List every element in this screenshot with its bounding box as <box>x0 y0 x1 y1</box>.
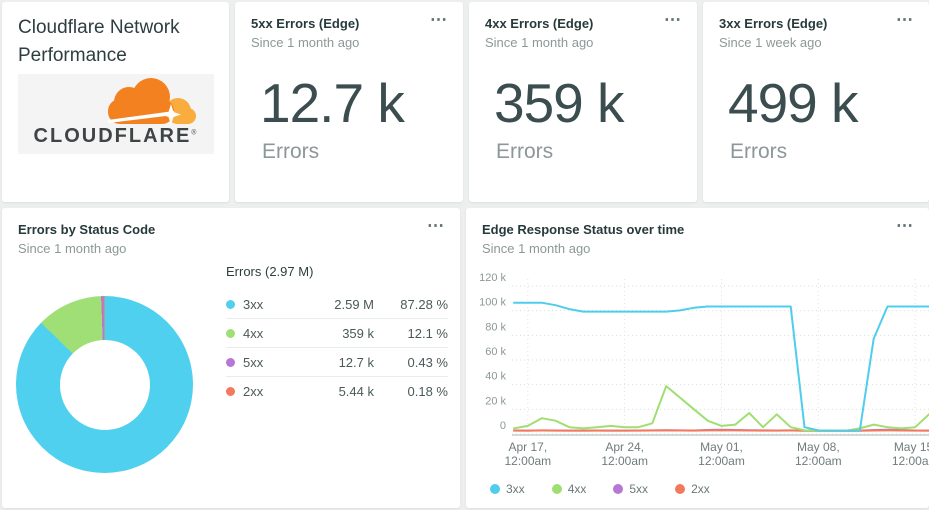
cloudflare-cloud-icon <box>108 78 196 125</box>
legend-label: 2xx <box>691 482 710 496</box>
kpi-4xx-value: 359 k <box>494 72 625 134</box>
pie-legend-table: Errors (2.97 M) 3xx 2.59 M 87.28 % 4xx 3… <box>226 264 448 405</box>
kpi-card-5xx: 5xx Errors (Edge) Since 1 month ago ⋯ 12… <box>235 2 463 202</box>
pie-row-percent: 0.43 % <box>407 354 448 370</box>
kpi-3xx-title: 3xx Errors (Edge) <box>719 16 828 31</box>
pie-row-label: 5xx <box>243 354 264 370</box>
pie-card-timerange: Since 1 month ago <box>18 241 127 256</box>
svg-text:0: 0 <box>500 420 506 432</box>
pie-row-percent: 12.1 % <box>407 325 448 341</box>
legend-label: 3xx <box>506 482 525 496</box>
kpi-card-3xx: 3xx Errors (Edge) Since 1 week ago ⋯ 499… <box>703 2 929 202</box>
svg-text:20 k: 20 k <box>485 395 506 407</box>
cloudflare-wordmark: CLOUDFLARE® <box>33 125 199 147</box>
legend-dot-4xx <box>551 484 562 494</box>
svg-text:80 k: 80 k <box>485 321 506 333</box>
svg-text:12:00am: 12:00am <box>698 454 745 468</box>
series-dot-5xx <box>226 357 235 367</box>
svg-text:Apr 17,: Apr 17, <box>508 440 547 454</box>
svg-text:May 01,: May 01, <box>700 440 743 454</box>
kpi-5xx-title: 5xx Errors (Edge) <box>251 16 360 31</box>
svg-text:12:00am: 12:00am <box>892 454 929 468</box>
pie-row-label: 4xx <box>243 325 264 341</box>
line-card-title: Edge Response Status over time <box>482 222 685 237</box>
pie-legend-row-3xx[interactable]: 3xx 2.59 M 87.28 % <box>226 290 448 319</box>
svg-text:120 k: 120 k <box>479 272 506 284</box>
pie-row-percent: 0.18 % <box>407 383 448 399</box>
pie-row-label: 3xx <box>243 296 264 312</box>
legend-dot-2xx <box>675 484 686 494</box>
kpi-5xx-unit: Errors <box>262 140 320 163</box>
series-dot-2xx <box>226 386 235 396</box>
pie-row-value: 2.59 M <box>334 296 374 312</box>
kpi-4xx-title: 4xx Errors (Edge) <box>485 16 594 31</box>
svg-text:12:00am: 12:00am <box>601 454 648 468</box>
line-card-menu-icon[interactable]: ⋯ <box>896 216 913 235</box>
legend-label: 5xx <box>629 482 649 496</box>
legend-dot-5xx <box>613 484 624 494</box>
kpi-5xx-timerange: Since 1 month ago <box>251 35 360 50</box>
kpi-3xx-menu-icon[interactable]: ⋯ <box>896 10 913 29</box>
line-card-timerange: Since 1 month ago <box>482 241 591 256</box>
pie-row-value: 5.44 k <box>338 383 374 399</box>
kpi-5xx-value: 12.7 k <box>260 72 405 134</box>
kpi-4xx-unit: Errors <box>496 140 554 163</box>
kpi-card-4xx: 4xx Errors (Edge) Since 1 month ago ⋯ 35… <box>469 2 697 202</box>
edge-response-status-card: Edge Response Status over time Since 1 m… <box>466 208 929 508</box>
kpi-3xx-timerange: Since 1 week ago <box>719 35 822 50</box>
pie-legend-row-5xx[interactable]: 5xx 12.7 k 0.43 % <box>226 348 448 377</box>
legend-item-2xx[interactable]: 2xx <box>675 482 710 496</box>
pie-legend-row-2xx[interactable]: 2xx 5.44 k 0.18 % <box>226 377 448 405</box>
pie-card-menu-icon[interactable]: ⋯ <box>427 216 444 235</box>
donut-chart[interactable] <box>16 296 193 473</box>
legend-dot-3xx <box>490 484 500 494</box>
kpi-4xx-timerange: Since 1 month ago <box>485 35 594 50</box>
pie-row-value: 12.7 k <box>338 354 374 370</box>
legend-item-4xx[interactable]: 4xx <box>551 482 587 496</box>
kpi-4xx-menu-icon[interactable]: ⋯ <box>664 10 681 29</box>
svg-text:100 k: 100 k <box>479 297 506 309</box>
svg-text:May 08,: May 08, <box>797 440 840 454</box>
svg-text:60 k: 60 k <box>485 346 506 358</box>
pie-row-value: 359 k <box>342 325 374 341</box>
kpi-3xx-unit: Errors <box>730 140 788 163</box>
legend-item-5xx[interactable]: 5xx <box>613 482 648 496</box>
dashboard-title: Cloudflare Network Performance <box>18 17 180 66</box>
dashboard-title-card: Cloudflare Network Performance CLOUDFLAR… <box>2 2 229 202</box>
kpi-5xx-menu-icon[interactable]: ⋯ <box>430 10 447 29</box>
line-chart-legend: 3xx 4xx 5xx 2xx <box>490 482 710 496</box>
series-dot-3xx <box>226 299 235 309</box>
cloudflare-logo: CLOUDFLARE® <box>18 74 214 154</box>
pie-row-label: 2xx <box>243 383 264 399</box>
svg-text:12:00am: 12:00am <box>795 454 842 468</box>
pie-row-percent: 87.28 % <box>400 296 448 312</box>
kpi-3xx-value: 499 k <box>728 72 859 134</box>
pie-card-title: Errors by Status Code <box>18 222 156 237</box>
series-dot-4xx <box>226 328 235 338</box>
legend-label: 4xx <box>567 482 587 496</box>
pie-legend-row-4xx[interactable]: 4xx 359 k 12.1 % <box>226 319 448 348</box>
errors-by-status-code-card: Errors by Status Code Since 1 month ago … <box>2 208 460 508</box>
legend-item-3xx[interactable]: 3xx <box>490 482 525 496</box>
svg-text:May 15,: May 15, <box>894 440 929 454</box>
svg-text:12:00am: 12:00am <box>504 454 551 468</box>
svg-text:Apr 24,: Apr 24, <box>605 440 644 454</box>
svg-text:40 k: 40 k <box>485 371 506 383</box>
pie-legend-header: Errors (2.97 M) <box>226 264 314 279</box>
